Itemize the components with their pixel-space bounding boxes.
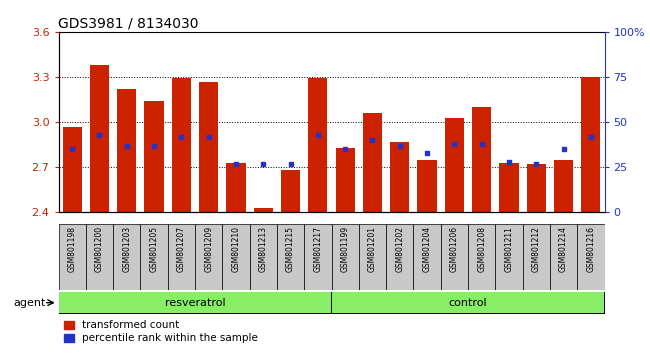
Bar <box>113 224 140 290</box>
Text: GSM801212: GSM801212 <box>532 225 541 272</box>
Bar <box>550 224 577 290</box>
Bar <box>117 89 136 212</box>
Bar <box>199 81 218 212</box>
Bar <box>390 142 410 212</box>
Bar <box>577 224 605 290</box>
Bar <box>499 163 519 212</box>
Bar <box>58 224 86 290</box>
Text: GSM801206: GSM801206 <box>450 225 459 272</box>
Bar <box>472 107 491 212</box>
Text: GSM801214: GSM801214 <box>559 225 568 272</box>
Text: GDS3981 / 8134030: GDS3981 / 8134030 <box>58 17 199 31</box>
Bar <box>441 224 468 290</box>
Bar <box>62 127 82 212</box>
Bar <box>526 164 546 212</box>
Legend: transformed count, percentile rank within the sample: transformed count, percentile rank withi… <box>64 320 258 343</box>
Bar <box>332 224 359 290</box>
Bar <box>386 224 413 290</box>
Bar <box>222 224 250 290</box>
Text: GSM801201: GSM801201 <box>368 225 377 272</box>
Bar <box>86 224 113 290</box>
Bar <box>335 148 355 212</box>
Text: GSM801209: GSM801209 <box>204 225 213 272</box>
Text: GSM801211: GSM801211 <box>504 225 514 272</box>
Bar <box>277 224 304 290</box>
Bar <box>413 224 441 290</box>
Text: GSM801217: GSM801217 <box>313 225 322 272</box>
Bar <box>195 224 222 290</box>
Text: GSM801213: GSM801213 <box>259 225 268 272</box>
Bar <box>140 224 168 290</box>
Text: GSM801207: GSM801207 <box>177 225 186 272</box>
Text: control: control <box>448 298 488 308</box>
Bar <box>554 160 573 212</box>
Bar <box>144 101 164 212</box>
Bar <box>58 292 331 313</box>
Text: GSM801204: GSM801204 <box>422 225 432 272</box>
Text: GSM801203: GSM801203 <box>122 225 131 272</box>
Text: GSM801205: GSM801205 <box>150 225 159 272</box>
Bar <box>172 79 191 212</box>
Bar <box>495 224 523 290</box>
Bar <box>359 224 386 290</box>
Text: GSM801208: GSM801208 <box>477 225 486 272</box>
Bar <box>254 208 273 212</box>
Bar <box>445 118 464 212</box>
Text: GSM801200: GSM801200 <box>95 225 104 272</box>
Text: GSM801198: GSM801198 <box>68 225 77 272</box>
Text: GSM801216: GSM801216 <box>586 225 595 272</box>
Bar <box>581 77 601 212</box>
Bar <box>250 224 277 290</box>
Bar <box>281 170 300 212</box>
Text: GSM801215: GSM801215 <box>286 225 295 272</box>
Bar <box>332 292 604 313</box>
Text: GSM801210: GSM801210 <box>231 225 240 272</box>
Text: GSM801202: GSM801202 <box>395 225 404 272</box>
Text: agent: agent <box>13 298 46 308</box>
Bar <box>363 113 382 212</box>
Bar <box>90 65 109 212</box>
Bar <box>304 224 332 290</box>
Text: resveratrol: resveratrol <box>164 298 226 308</box>
Bar <box>523 224 550 290</box>
Bar <box>168 224 195 290</box>
Bar <box>226 163 246 212</box>
Bar <box>468 224 495 290</box>
Text: GSM801199: GSM801199 <box>341 225 350 272</box>
Bar <box>308 79 328 212</box>
Bar <box>417 160 437 212</box>
